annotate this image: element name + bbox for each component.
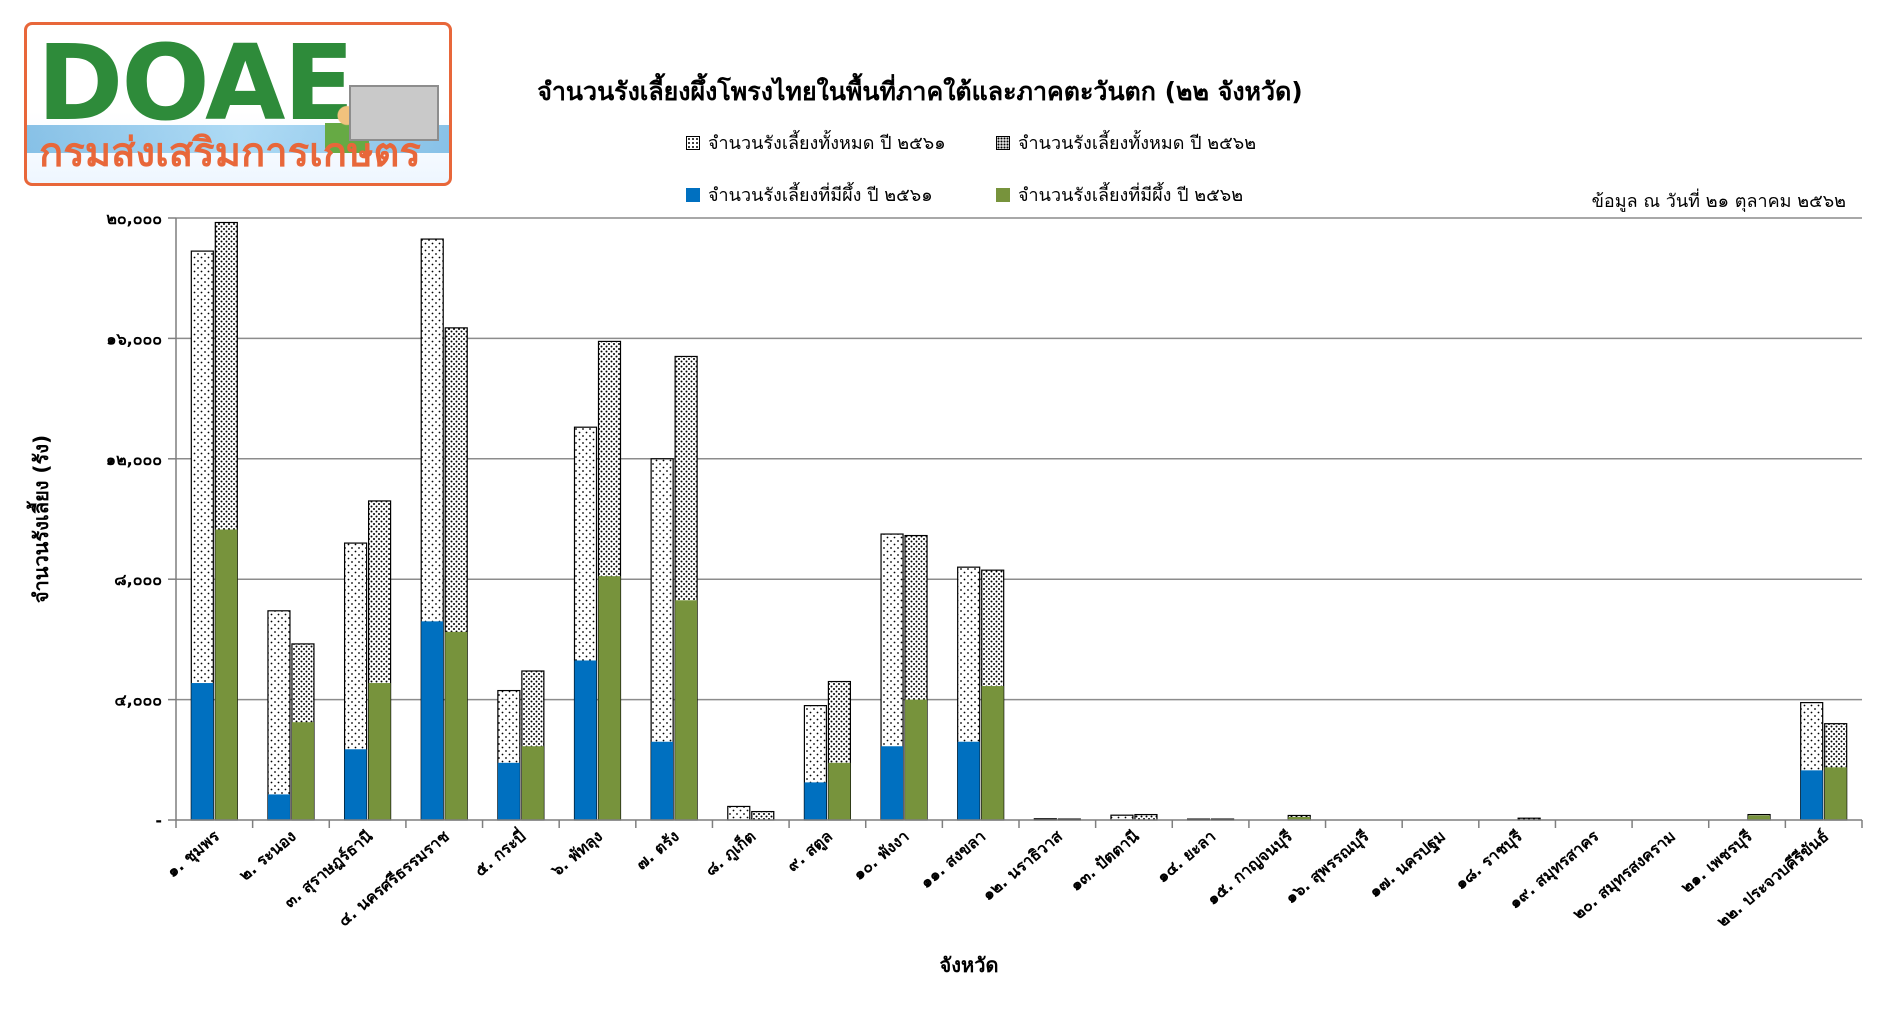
bar-bees-2562 (905, 699, 928, 820)
bar-bees-2562 (828, 762, 851, 820)
legend-item-bees-2562: จำนวนรังเลี้ยงที่มีผึ้ง ปี ๒๕๖๒ (996, 180, 1243, 209)
bar-bees-2562 (1824, 767, 1847, 820)
y-tick-label: ๑๖,๐๐๐ (106, 329, 162, 348)
bar-bees-2562 (1288, 816, 1311, 820)
logo-building-image (349, 85, 439, 141)
bar-total-2562 (751, 810, 775, 821)
legend-item-total-2561: จำนวนรังเลี้ยงทั้งหมด ปี ๒๕๖๑ (686, 128, 946, 157)
doae-logo: DOAE กรมส่งเสริมการเกษตร (24, 22, 452, 186)
bar-bees-2561 (344, 749, 367, 820)
y-axis-title: จำนวนรังเลี้ยง (รัง) (26, 435, 53, 603)
category-label: ๒๑. เพชรบุรี (1677, 826, 1756, 897)
category-label: ๑๐. พังงา (849, 827, 912, 884)
bar-bees-2561 (651, 741, 674, 820)
bar-total-2561 (727, 805, 751, 821)
category-label: ๘. ภูเก็ต (700, 825, 761, 881)
legend-swatch-total-2561 (686, 135, 700, 150)
category-label: ๒. ระนอง (235, 827, 299, 885)
bar-bees-2562 (368, 683, 391, 820)
logo-text: กรมส่งเสริมการเกษตร (39, 130, 421, 176)
y-tick-label: ๔,๐๐๐ (115, 691, 162, 710)
category-label: ๗. ตรัง (632, 827, 683, 874)
bar-bees-2562 (445, 631, 468, 820)
bar-bees-2561 (267, 794, 290, 820)
legend-label-bees-2561: จำนวนรังเลี้ยงที่มีผึ้ง ปี ๒๕๖๑ (708, 185, 933, 206)
bar-bees-2561 (191, 683, 214, 820)
category-label: ๑๗. นครปฐม (1365, 827, 1450, 902)
bar-bees-2562 (598, 576, 621, 820)
bar-bees-2561 (957, 741, 980, 820)
data-date-note: ข้อมูล ณ วันที่ ๒๑ ตุลาคม ๒๕๖๒ (1591, 191, 1846, 212)
category-label: ๑. ชุมพร (163, 826, 224, 882)
category-label: ๑๒. นราธิวาส (978, 826, 1066, 904)
legend-item-bees-2561: จำนวนรังเลี้ยงที่มีผึ้ง ปี ๒๕๖๑ (686, 180, 933, 209)
bar-bees-2561 (881, 746, 904, 820)
chart-title: จำนวนรังเลี้ยงผึ้งโพรงไทยในพื้นที่ภาคใต้… (537, 77, 1303, 106)
category-label: ๙. สตูล (783, 827, 837, 877)
legend-label-total-2562: จำนวนรังเลี้ยงทั้งหมด ปี ๒๕๖๒ (1018, 133, 1257, 154)
bar-bees-2561 (421, 621, 444, 820)
bar-bees-2561 (574, 660, 597, 820)
category-label: ๑๘. ราชบุรี (1451, 826, 1526, 894)
bar-bees-2562 (1748, 815, 1771, 820)
y-tick-label: ๒๐,๐๐๐ (106, 209, 162, 228)
legend-swatch-bees-2561 (686, 187, 700, 202)
legend-label-bees-2562: จำนวนรังเลี้ยงที่มีผึ้ง ปี ๒๕๖๒ (1018, 185, 1244, 206)
logo-mark: DOAE (37, 22, 354, 144)
y-tick-label: ๘,๐๐๐ (114, 570, 162, 589)
category-label: ๑๖. สุพรรณบุรี (1281, 826, 1373, 908)
category-label: ๑๑. สงขลา (916, 827, 989, 893)
y-tick-label: ๑๒,๐๐๐ (106, 450, 162, 469)
legend-label-total-2561: จำนวนรังเลี้ยงทั้งหมด ปี ๒๕๖๑ (708, 133, 946, 154)
bar-bees-2562 (675, 600, 698, 820)
bar-bees-2562 (521, 746, 544, 820)
legend-swatch-total-2562 (996, 135, 1010, 150)
bar-bees-2562 (981, 686, 1004, 820)
x-axis-title: จังหวัด (940, 953, 999, 977)
bar-bees-2561 (804, 782, 827, 820)
category-label: ๖. พัทลุง (547, 827, 607, 882)
legend-swatch-bees-2562 (996, 187, 1010, 202)
y-tick-label: - (155, 811, 162, 830)
bar-total-2562 (1134, 813, 1158, 821)
bar-bees-2561 (497, 762, 520, 820)
category-label: ๕. กระบี่ (469, 825, 529, 880)
bar-bees-2561 (1800, 770, 1823, 820)
bar-bees-2562 (291, 722, 314, 820)
bar-total-2561 (267, 610, 291, 821)
bar-bees-2562 (215, 529, 238, 820)
legend-item-total-2562: จำนวนรังเลี้ยงทั้งหมด ปี ๒๕๖๒ (996, 128, 1256, 157)
category-label: ๑๓. ปัตตานี (1066, 826, 1142, 894)
category-label: ๑๔. ยะลา (1153, 827, 1219, 887)
